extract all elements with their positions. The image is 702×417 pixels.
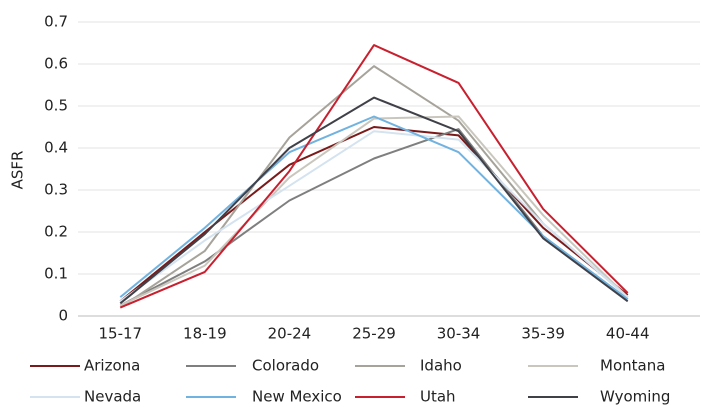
x-tick-label: 15-17	[98, 325, 142, 343]
y-tick-label: 0.4	[44, 139, 68, 157]
legend-label: Utah	[420, 388, 456, 406]
x-tick-label: 40-44	[606, 325, 650, 343]
series-line	[119, 44, 629, 309]
y-tick-label: 0.1	[44, 265, 68, 283]
x-tick-label: 18-19	[183, 325, 227, 343]
y-tick-label: 0.7	[44, 13, 68, 31]
legend-label: Nevada	[84, 388, 141, 406]
x-tick-label: 25-29	[352, 325, 396, 343]
series-line	[119, 65, 629, 309]
y-tick-label: 0.2	[44, 223, 68, 241]
legend-label: Idaho	[420, 357, 462, 375]
legend-label: Montana	[600, 357, 665, 375]
x-tick-label: 35-39	[521, 325, 565, 343]
series-line	[119, 96, 629, 305]
y-tick-label: 0.6	[44, 55, 68, 73]
legend-label: Arizona	[84, 357, 140, 375]
legend-label: Colorado	[252, 357, 319, 375]
y-tick-label: 0	[58, 307, 68, 325]
y-tick-label: 0.5	[44, 97, 68, 115]
x-tick-label: 20-24	[268, 325, 312, 343]
y-axis-label: ASFR	[9, 151, 27, 190]
legend-label: New Mexico	[252, 388, 342, 406]
x-tick-label: 30-34	[437, 325, 481, 343]
series-line	[119, 115, 629, 301]
y-tick-label: 0.3	[44, 181, 68, 199]
legend-label: Wyoming	[600, 388, 670, 406]
series-line	[119, 115, 629, 307]
series-line	[119, 126, 629, 303]
series-line	[119, 130, 629, 303]
